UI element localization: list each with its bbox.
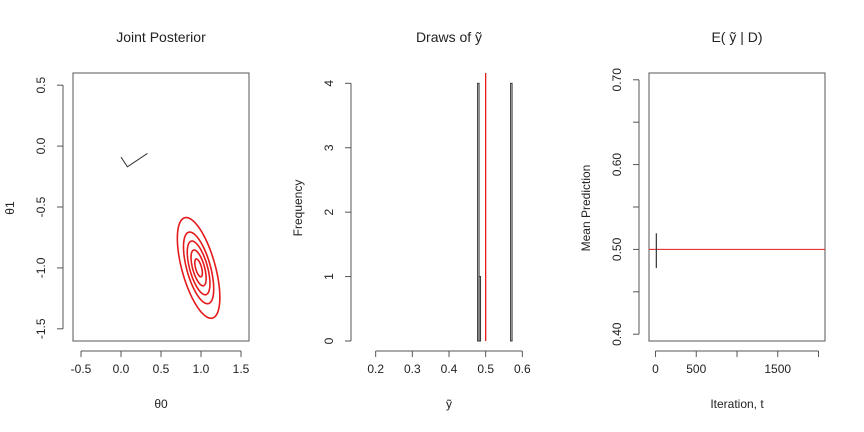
y-tick-label: 0.50 <box>610 237 624 261</box>
panel-joint-posterior: Joint Posterior θ0 θ1 -0.5 0.0 0.5 1.0 1.5 -1… <box>3 29 250 411</box>
y-tick-label: 3 <box>322 144 336 151</box>
axis-ticks: 0.2 0.3 0.4 0.5 0.6 0 1 2 3 4 <box>322 80 531 376</box>
y-axis-label: Mean Prediction <box>579 165 593 252</box>
y-axis-label: Frequency <box>291 180 305 237</box>
y-tick-label: 0.40 <box>610 322 624 346</box>
posterior-contour <box>176 216 221 320</box>
x-tick-label: 1.0 <box>193 362 210 376</box>
y-tick-label: -1.5 <box>34 318 48 339</box>
panel-mean-prediction: E( ỹ | D) Iteration, t Mean Prediction 0… <box>579 29 826 411</box>
y-axis-label: θ1 <box>3 201 17 215</box>
y-tick-label: 1 <box>322 273 336 280</box>
y-tick-label: 2 <box>322 208 336 215</box>
y-tick-label: -1.0 <box>34 257 48 278</box>
x-tick-label: 500 <box>686 362 706 376</box>
x-tick-label: 0.6 <box>514 362 531 376</box>
posterior-contour <box>186 240 211 296</box>
x-tick-label: 1.5 <box>233 362 250 376</box>
chart-title: Joint Posterior <box>116 29 206 45</box>
posterior-contour <box>182 231 215 305</box>
y-tick-label: -0.5 <box>34 196 48 217</box>
x-tick-label: 0.0 <box>113 362 130 376</box>
chart-title: E( ỹ | D) <box>711 29 762 45</box>
plot-marks <box>120 152 221 320</box>
plot-marks <box>477 73 513 342</box>
x-tick-label: 0 <box>652 362 659 376</box>
axis-ticks: -0.5 0.0 0.5 1.0 1.5 -1.5 -1.0 -0.5 0.0 0.5 <box>34 77 250 376</box>
y-tick-label: 0.0 <box>34 137 48 154</box>
x-tick-label: 0.5 <box>153 362 170 376</box>
y-tick-label: 0 <box>322 337 336 344</box>
posterior-contour <box>190 249 207 287</box>
posterior-contour <box>194 258 204 278</box>
plot-marks <box>649 233 825 269</box>
y-tick-label: 0.60 <box>610 153 624 177</box>
x-tick-label: 0.2 <box>367 362 384 376</box>
plot-frame <box>648 72 826 342</box>
x-axis-label: Iteration, t <box>710 397 764 411</box>
x-tick-label: -0.5 <box>71 362 92 376</box>
x-tick-label: 0.4 <box>441 362 458 376</box>
x-axis-label: ỹ <box>446 397 452 411</box>
histogram-bar <box>478 276 482 342</box>
histogram-bar <box>510 82 513 342</box>
x-tick-label: 0.5 <box>477 362 494 376</box>
chain-trace-line <box>120 152 148 168</box>
x-tick-label: 0.3 <box>404 362 421 376</box>
y-tick-label: 4 <box>322 80 336 87</box>
y-tick-label: 0.5 <box>34 77 48 94</box>
x-tick-label: 1500 <box>764 362 791 376</box>
axis-ticks: 0 500 1500 0.40 0.50 0.60 0.70 <box>610 68 819 376</box>
y-tick-label: 0.70 <box>610 68 624 92</box>
chart-title: Draws of ỹ <box>416 29 482 45</box>
panel-draws-histogram: Draws of ỹ ỹ Frequency 0.2 0.3 0.4 0.5 0.6 0 1… <box>291 29 531 411</box>
plot-frame <box>72 72 250 342</box>
histogram-bar <box>477 82 480 342</box>
x-axis-label: θ0 <box>154 397 168 411</box>
